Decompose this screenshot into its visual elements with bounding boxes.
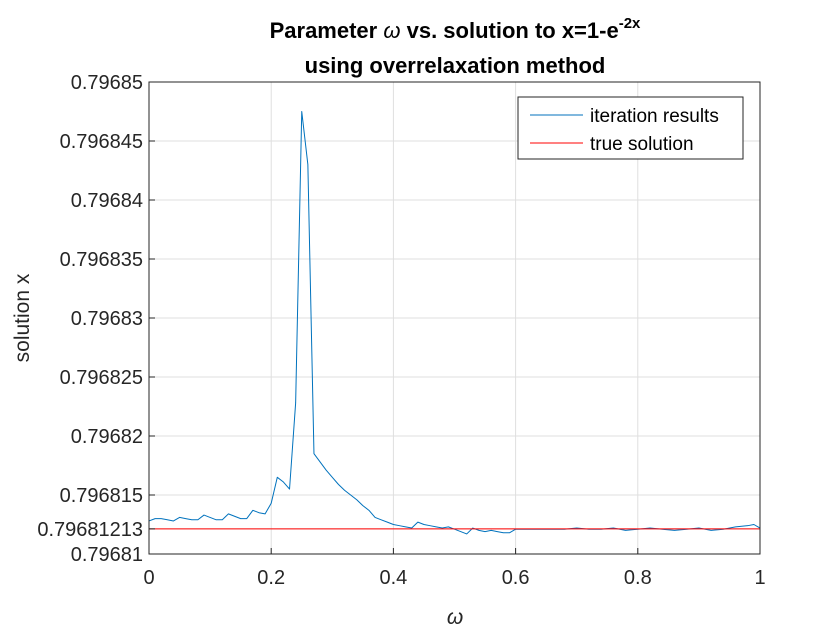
legend: iteration results true solution — [517, 96, 744, 160]
chart-title-line2: using overrelaxation method — [305, 53, 606, 78]
y-tick-label: 0.79682 — [71, 426, 143, 448]
x-tick-label: 0.2 — [257, 567, 285, 589]
x-tick-label: 0 — [143, 567, 154, 589]
x-axis-label: ω — [447, 606, 463, 629]
series-layer — [148, 111, 761, 535]
y-tick-label: 0.79683 — [71, 308, 143, 330]
y-tick-label: 0.796825 — [60, 367, 143, 389]
x-tick-label: 0.8 — [624, 567, 652, 589]
y-tick-label: 0.79684 — [71, 190, 143, 212]
x-tick-label: 0.6 — [502, 567, 530, 589]
legend-box — [517, 96, 744, 160]
ticks: 0 0.2 0.4 0.6 0.8 1 0.79681 0.79681213 0.796815 0… — [37, 72, 765, 589]
y-axis-label: solution x — [11, 273, 34, 362]
y-tick-label: 0.79685 — [71, 72, 143, 94]
x-tick-label: 0.4 — [379, 567, 407, 589]
legend-label-iteration-results: iteration results — [590, 106, 719, 127]
grid — [149, 82, 760, 554]
y-tick-label: 0.79681 — [71, 544, 143, 566]
x-tick-label: 1 — [754, 567, 765, 589]
y-tick-label: 0.79681213 — [37, 519, 143, 541]
y-tick-label: 0.796815 — [60, 485, 143, 507]
y-tick-label: 0.796845 — [60, 131, 143, 153]
y-tick-label: 0.796835 — [60, 249, 143, 271]
chart-title-line1: Parameter ω vs. solution to x=1-e-2x — [270, 15, 641, 43]
legend-label-true-solution: true solution — [590, 134, 694, 155]
